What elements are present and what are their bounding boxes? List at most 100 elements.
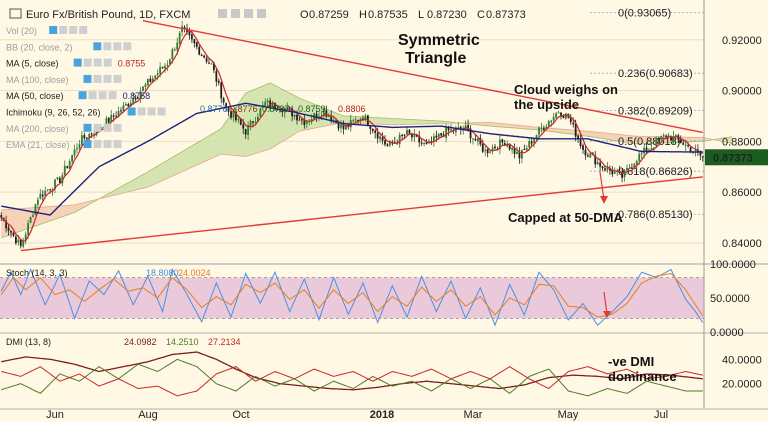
indicator-value: 0.8758 <box>123 91 151 101</box>
triangle-lower-line <box>20 176 703 252</box>
candle-body <box>435 135 438 138</box>
candle-body <box>298 119 301 121</box>
candle-body <box>511 147 514 150</box>
candle-body <box>425 142 428 144</box>
candle-body <box>374 130 377 133</box>
candle-body <box>325 110 328 117</box>
candle-body <box>71 155 74 162</box>
candle-body <box>234 111 237 121</box>
candle-body <box>386 144 389 147</box>
cloud-bullish <box>715 136 733 144</box>
candle-body <box>151 78 154 83</box>
stoch-tick-label: 0.0000 <box>710 327 744 339</box>
candle-body <box>242 124 245 129</box>
ichimoku-value: 0.8776 <box>230 104 258 114</box>
candle-body <box>564 113 567 119</box>
candle-body <box>85 137 88 139</box>
candle-body <box>584 149 587 156</box>
candle-body <box>254 121 257 123</box>
ohlc-key: L <box>418 9 424 21</box>
candle-body <box>670 136 672 141</box>
candle-body <box>557 112 560 114</box>
indicator-icon <box>123 42 132 51</box>
fib-level-label: 0.236(0.90683) <box>618 68 693 80</box>
candle-body <box>447 126 450 131</box>
candle-body <box>379 136 382 140</box>
candle-body <box>178 32 181 44</box>
candle-body <box>188 32 191 36</box>
candle-body <box>93 133 96 135</box>
candle-body <box>552 116 555 121</box>
candle-body <box>459 126 462 130</box>
candle-body <box>54 179 56 190</box>
indicator-icon <box>103 74 112 83</box>
candle-body <box>44 190 47 196</box>
candle-body <box>589 153 592 158</box>
candle-body <box>266 100 269 103</box>
stoch-arrow-down-icon <box>603 291 608 315</box>
indicator-icon <box>93 123 102 132</box>
candle-body <box>354 119 357 121</box>
indicator-icon <box>147 107 156 116</box>
candle-body <box>305 121 308 125</box>
pattern-title: Triangle <box>405 50 466 67</box>
candle-body <box>80 135 83 145</box>
candle-body <box>586 155 589 157</box>
cloud-annotation: the upside <box>514 97 579 112</box>
candle-body <box>161 66 164 69</box>
candle-body <box>638 153 641 161</box>
indicator-label: Ichimoku (9, 26, 52, 26) <box>6 108 101 118</box>
candle-body <box>139 91 142 99</box>
candle-body <box>56 177 59 180</box>
header-icon <box>231 9 240 18</box>
indicator-icon <box>103 123 112 132</box>
candle-body <box>300 119 303 121</box>
candle-body <box>630 167 633 169</box>
candle-body <box>0 215 3 218</box>
candle-body <box>281 110 284 112</box>
candle-body <box>173 49 176 51</box>
fib-level-label: 0.382(0.89209) <box>618 106 693 118</box>
candle-body <box>508 143 511 150</box>
candle-body <box>660 136 663 140</box>
candle-body <box>432 136 435 142</box>
candle-body <box>27 223 30 236</box>
candle-body <box>645 147 648 153</box>
indicator-icon <box>127 107 136 116</box>
ichimoku-value: 0.8776 <box>200 104 228 114</box>
arrow-down-icon <box>599 171 605 201</box>
candle-body <box>222 98 225 103</box>
candle-body <box>594 155 597 165</box>
candle-body <box>227 107 230 112</box>
candle-body <box>384 140 386 145</box>
y-tick-label: 0.92000 <box>722 35 762 47</box>
candle-body <box>41 194 44 197</box>
candle-body <box>183 26 186 29</box>
candle-body <box>220 82 223 99</box>
candle-body <box>611 169 614 175</box>
candle-body <box>667 135 670 137</box>
candle-body <box>340 124 342 128</box>
candle-body <box>129 103 132 106</box>
candle-body <box>540 128 543 130</box>
candle-body <box>560 112 562 117</box>
candle-body <box>239 118 242 125</box>
candle-body <box>525 147 528 150</box>
candle-body <box>352 120 355 122</box>
ohlc-key: C <box>477 9 485 21</box>
ohlc-value: 0.87373 <box>486 9 526 21</box>
dmi-tick-label: 40.0000 <box>722 354 762 366</box>
candle-body <box>640 153 643 155</box>
candle-body <box>604 168 606 171</box>
indicator-label: BB (20, close, 2) <box>6 42 73 52</box>
candle-body <box>469 128 472 139</box>
senkou-span-a <box>1 82 733 239</box>
candle-body <box>296 114 298 121</box>
cloud-annotation: Cloud weighs on <box>514 82 618 97</box>
candle-body <box>36 199 39 205</box>
candle-body <box>474 138 477 141</box>
candle-body <box>376 132 379 139</box>
dmi-label: DMI (13, 8) <box>6 337 51 347</box>
cloud-bullish <box>101 82 459 199</box>
